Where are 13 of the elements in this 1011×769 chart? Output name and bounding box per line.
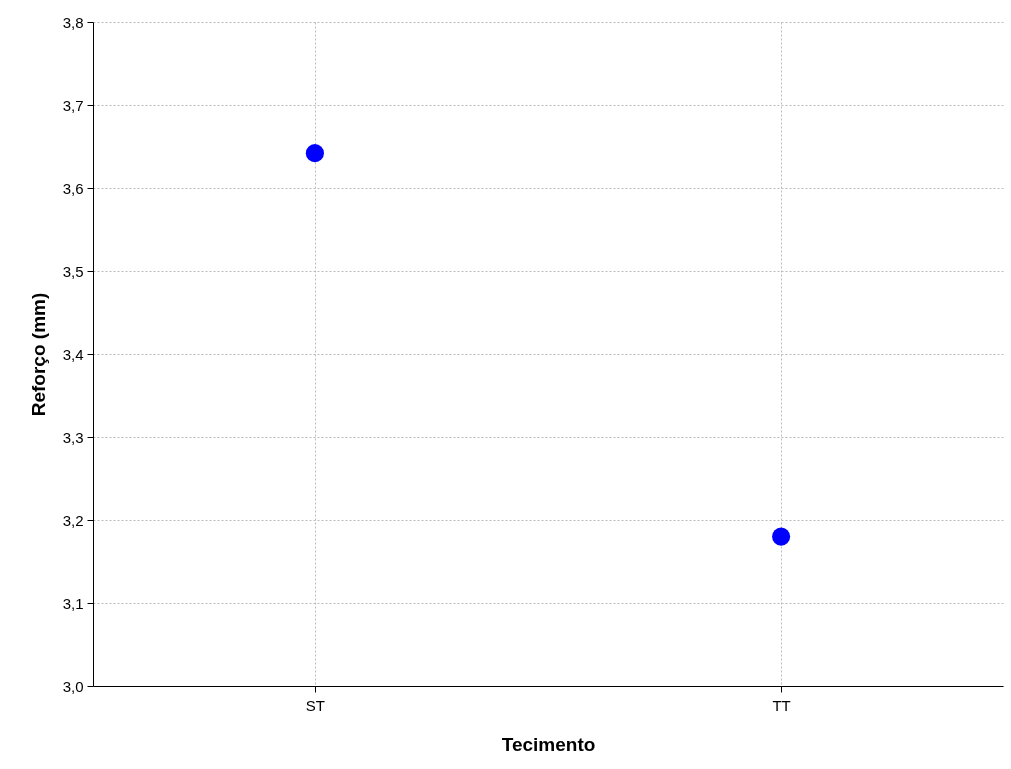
x-axis-title: Tecimento (501, 733, 596, 755)
y-tick-label: 3,4 (62, 345, 84, 363)
y-tick-label: 3,1 (62, 594, 84, 612)
y-tick-label: 3,3 (62, 428, 84, 446)
y-tick-label: 3,8 (62, 13, 84, 31)
y-tick-label: 3,7 (62, 96, 84, 114)
y-axis-title: Reforço (mm) (27, 292, 49, 417)
y-tick-label: 3,5 (62, 262, 84, 280)
y-tick-label: 3,2 (62, 511, 84, 529)
y-tick-label: 3,6 (62, 179, 84, 197)
y-tick-label: 3,0 (62, 677, 84, 695)
x-tick-label: ST (305, 696, 325, 714)
x-tick-label: TT (772, 696, 791, 714)
